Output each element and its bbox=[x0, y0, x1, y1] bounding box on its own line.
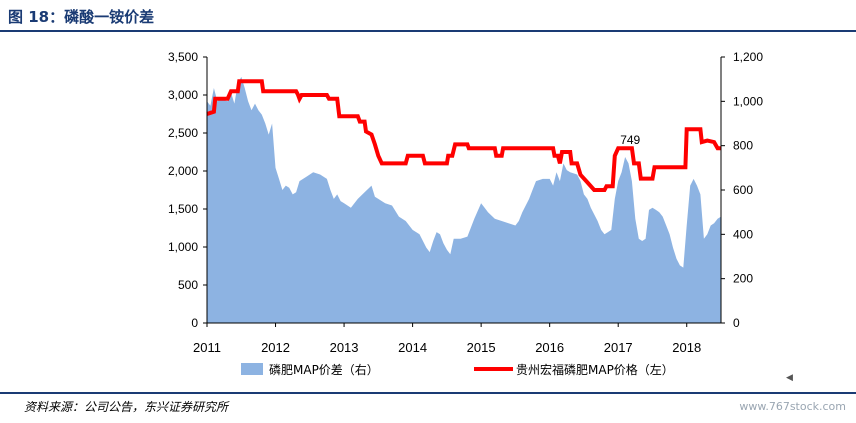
x-tick-label: 2017 bbox=[604, 340, 633, 355]
right-tick-label: 1,200 bbox=[733, 50, 763, 64]
x-tick-label: 2016 bbox=[535, 340, 564, 355]
watermark: www.767stock.com bbox=[739, 400, 846, 413]
plot-area bbox=[206, 76, 721, 324]
x-tick-label: 2012 bbox=[261, 340, 290, 355]
legend-area-label: 磷肥MAP价差（右） bbox=[269, 362, 379, 377]
x-tick-label: 2011 bbox=[193, 340, 221, 355]
small-triangle-icon: ◀ bbox=[786, 373, 793, 383]
left-tick-label: 2,500 bbox=[168, 126, 198, 140]
legend-line-label: 贵州宏福磷肥MAP价格（左） bbox=[516, 362, 674, 377]
right-tick-label: 800 bbox=[733, 139, 753, 153]
left-tick-label: 2,000 bbox=[168, 164, 198, 178]
right-tick-label: 0 bbox=[733, 316, 740, 330]
left-tick-label: 3,000 bbox=[168, 88, 198, 102]
source-note: 资料来源：公司公告，东兴证券研究所 bbox=[24, 400, 229, 414]
right-tick-label: 600 bbox=[733, 183, 753, 197]
spread-area-series bbox=[207, 76, 721, 324]
chart: 0 500 1,000 1,500 2,000 2,500 3,000 3,500 0 200 40… bbox=[168, 50, 763, 377]
figure-title: 图 18：磷酸一铵价差 bbox=[8, 8, 155, 26]
x-tick-label: 2018 bbox=[672, 340, 701, 355]
left-tick-label: 1,500 bbox=[168, 202, 198, 216]
left-tick-label: 1,000 bbox=[168, 240, 198, 254]
right-tick-label: 1,000 bbox=[733, 94, 763, 108]
legend: 磷肥MAP价差（右） 贵州宏福磷肥MAP价格（左） bbox=[241, 362, 674, 377]
left-tick-label: 0 bbox=[191, 316, 198, 330]
left-tick-label: 500 bbox=[178, 278, 198, 292]
legend-area-swatch bbox=[241, 363, 263, 375]
source-rule bbox=[0, 392, 856, 394]
left-tick-label: 3,500 bbox=[168, 50, 198, 64]
x-tick-label: 2015 bbox=[467, 340, 496, 355]
right-tick-label: 400 bbox=[733, 227, 753, 241]
x-tick-label: 2014 bbox=[398, 340, 427, 355]
title-rule bbox=[0, 30, 856, 32]
x-tick-label: 2013 bbox=[330, 340, 359, 355]
price-line-series bbox=[206, 79, 721, 192]
peak-annotation: 749 bbox=[620, 133, 640, 147]
right-tick-label: 200 bbox=[733, 272, 753, 286]
axes: 0 500 1,000 1,500 2,000 2,500 3,000 3,500 0 200 40… bbox=[168, 50, 763, 355]
